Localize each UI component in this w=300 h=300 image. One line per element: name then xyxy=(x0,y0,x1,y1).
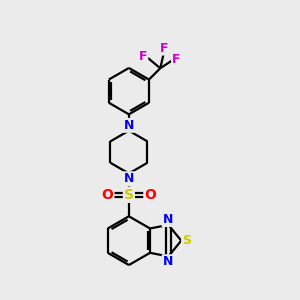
Text: N: N xyxy=(163,213,173,226)
Text: N: N xyxy=(124,172,134,185)
Text: F: F xyxy=(139,50,147,63)
Text: F: F xyxy=(172,52,181,66)
Text: F: F xyxy=(160,42,169,55)
Text: N: N xyxy=(163,255,173,268)
Text: S: S xyxy=(182,234,191,247)
Text: O: O xyxy=(102,188,113,202)
Text: O: O xyxy=(144,188,156,202)
Text: S: S xyxy=(124,188,134,202)
Text: N: N xyxy=(124,119,134,132)
